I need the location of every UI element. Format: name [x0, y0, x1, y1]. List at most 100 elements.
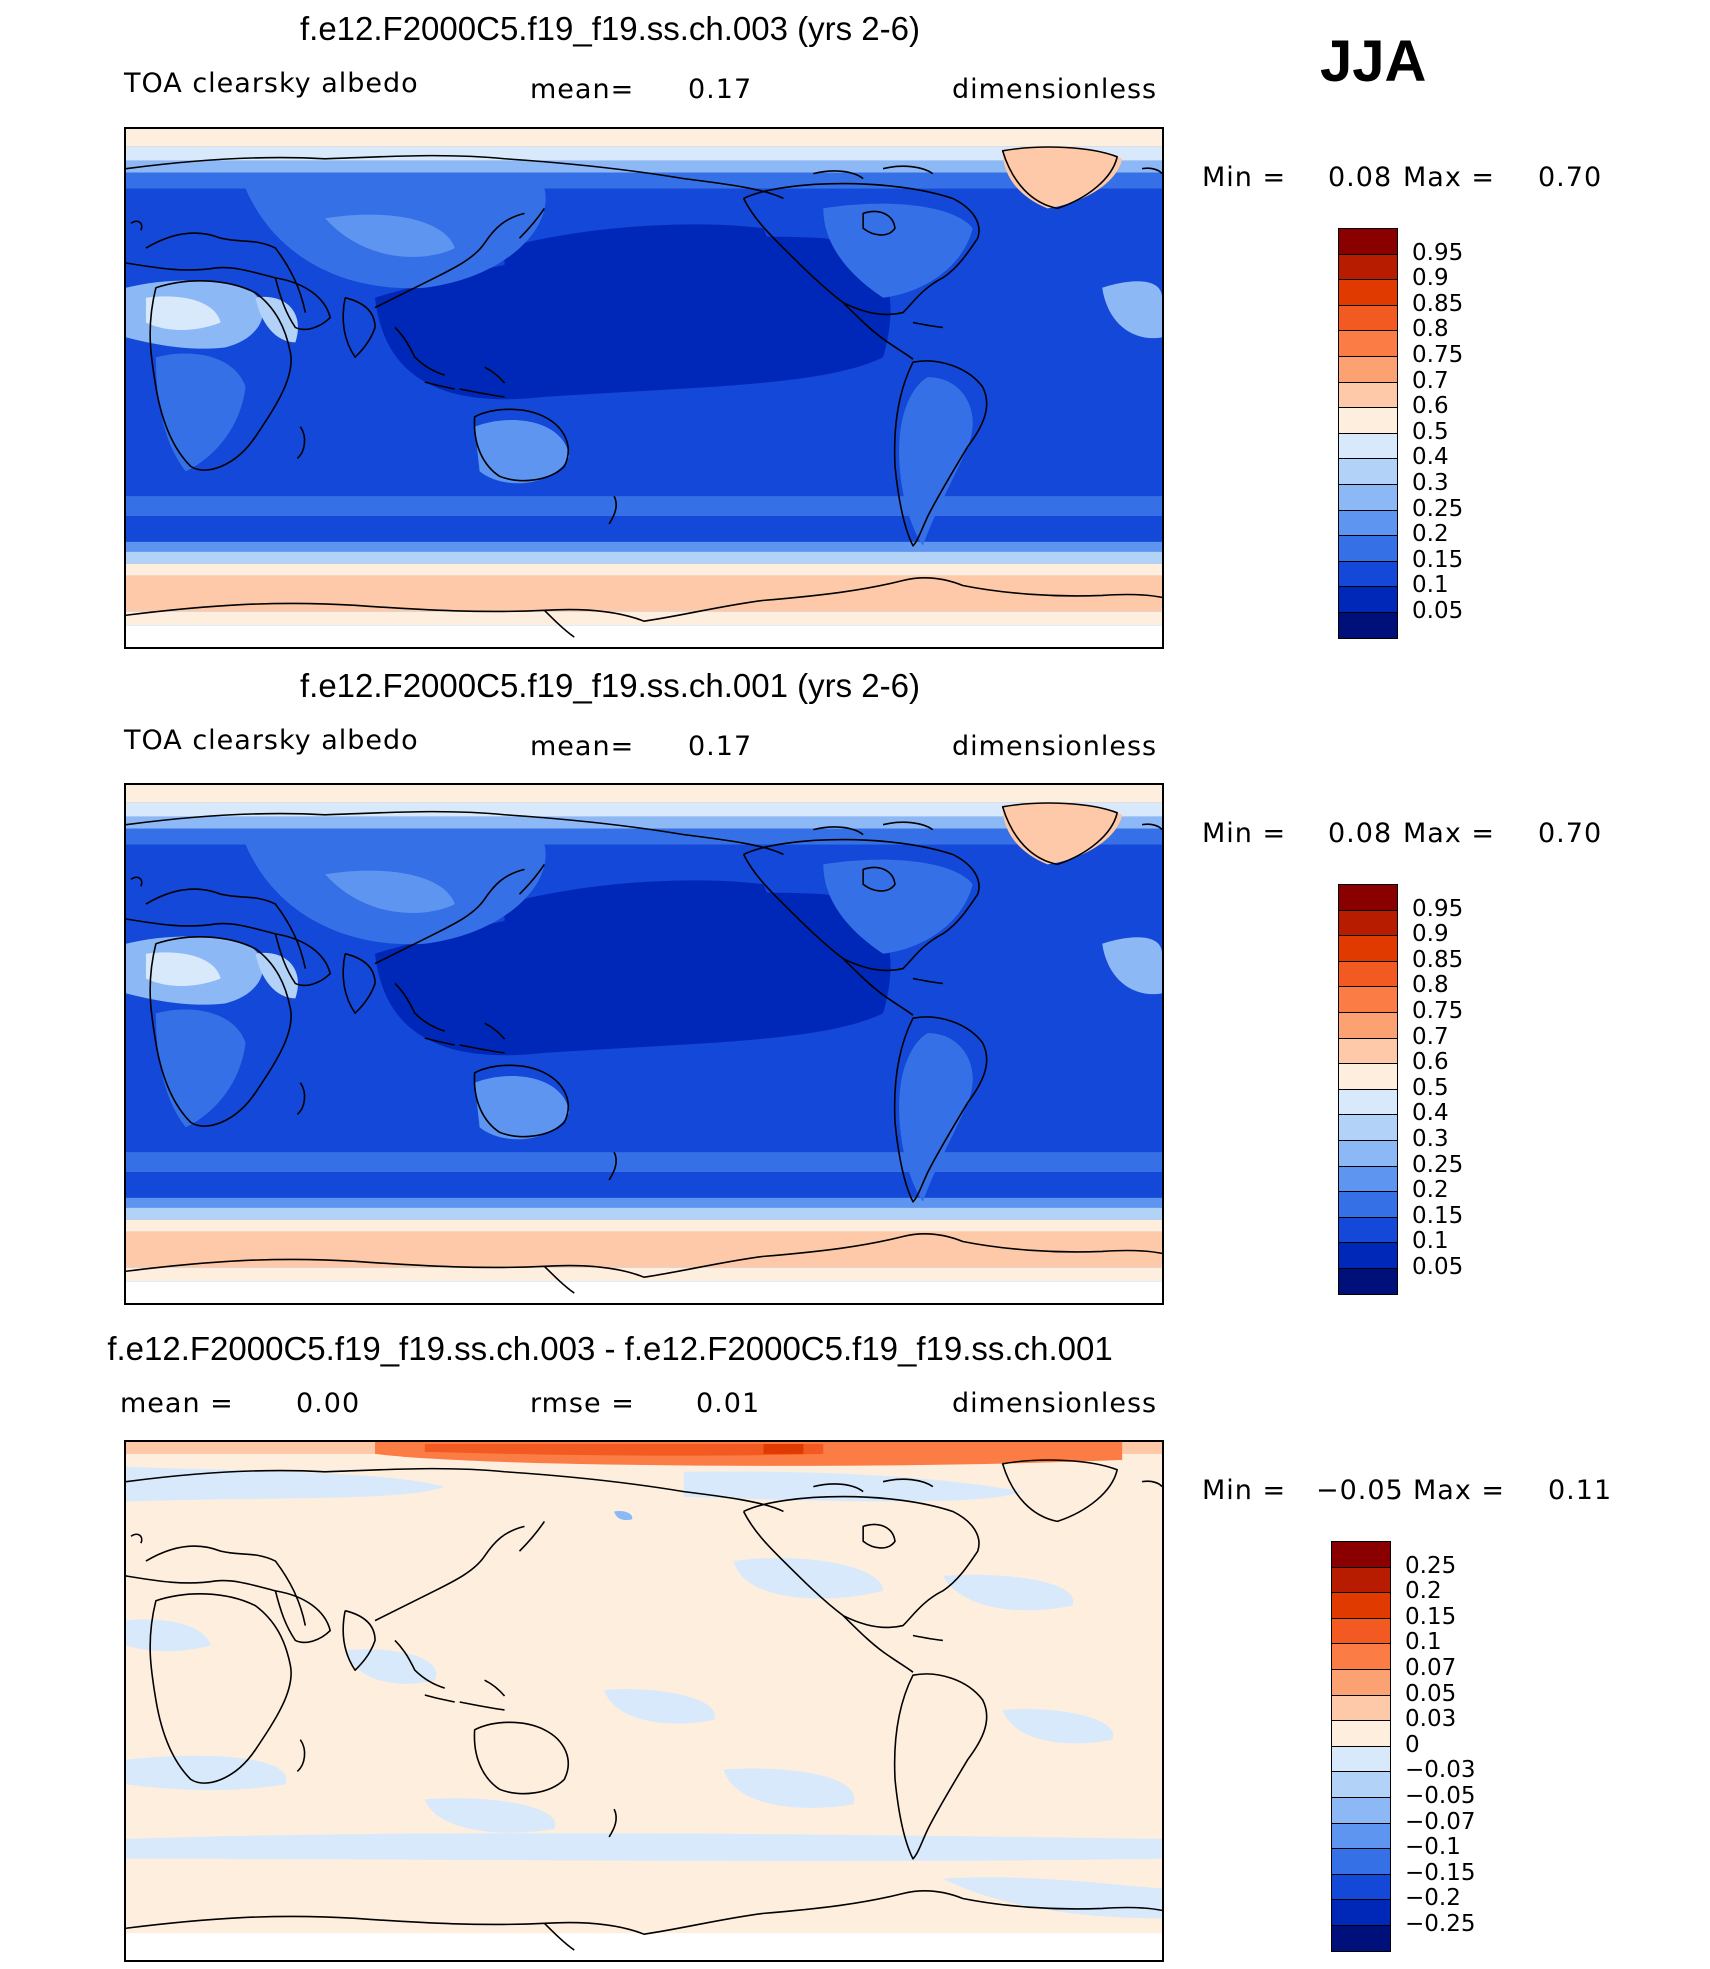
colorbar-label: 0.2	[1405, 1578, 1442, 1605]
colorbar-swatch	[1338, 909, 1398, 937]
colorbar-swatch	[1331, 1566, 1391, 1594]
colorbar-swatch	[1331, 1899, 1391, 1926]
colorbar-swatch	[1338, 586, 1398, 613]
colorbar-swatch	[1331, 1822, 1391, 1850]
colorbar-swatch	[1338, 560, 1398, 588]
panel-3-map-svg	[126, 1442, 1162, 1960]
panel-1-max-label: Max =	[1403, 162, 1496, 193]
colorbar-swatch	[1338, 1165, 1398, 1193]
colorbar-swatch	[1338, 535, 1398, 562]
colorbar-swatch	[1338, 432, 1398, 460]
colorbar-label: 0.15	[1405, 1603, 1457, 1630]
colorbar-label: 0.8	[1412, 316, 1449, 343]
colorbar-swatch	[1331, 1848, 1391, 1875]
colorbar-swatch	[1331, 1541, 1391, 1568]
colorbar-swatch	[1338, 1268, 1398, 1295]
panel-3-min-label: Min =	[1202, 1475, 1287, 1506]
colorbar-swatch	[1331, 1617, 1391, 1645]
colorbar-swatch	[1338, 279, 1398, 306]
panel-3-rmse-value: 0.01	[696, 1388, 761, 1419]
panel-3-max-label: Max =	[1413, 1475, 1506, 1506]
colorbar-swatch	[1338, 1088, 1398, 1116]
colorbar-swatch	[1331, 1925, 1391, 1952]
panel-1-min-label: Min =	[1202, 162, 1287, 193]
panel-2-map-svg	[126, 785, 1162, 1303]
colorbar-label: 0.85	[1412, 290, 1464, 317]
colorbar-swatch	[1338, 935, 1398, 962]
colorbar-label: 0.2	[1412, 1177, 1449, 1204]
colorbar-label: 0.8	[1412, 972, 1449, 999]
colorbar-swatch	[1338, 253, 1398, 281]
panel-1-variable: TOA clearsky albedo	[124, 68, 419, 99]
panel-1-title: f.e12.F2000C5.f19_f19.ss.ch.003 (yrs 2-6…	[299, 10, 920, 47]
colorbar-swatch	[1338, 1114, 1398, 1141]
colorbar-label: 0.75	[1412, 998, 1464, 1024]
colorbar-label: −0.25	[1405, 1911, 1476, 1937]
panel-2-min-label: Min =	[1202, 818, 1287, 849]
panel-2-mean-value: 0.17	[688, 731, 753, 762]
colorbar-swatch	[1331, 1643, 1391, 1670]
colorbar-label: 0.15	[1412, 1202, 1464, 1229]
colorbar-label: 0.6	[1412, 393, 1449, 420]
colorbar-swatch	[1338, 960, 1398, 988]
colorbar-label: 0.07	[1405, 1655, 1457, 1681]
colorbar-swatch	[1338, 304, 1398, 332]
colorbar-label: 0.03	[1405, 1706, 1457, 1733]
panel-1-mean-value: 0.17	[688, 74, 753, 105]
panel-3-rmse-label: rmse =	[530, 1388, 635, 1419]
colorbar-label: 0.5	[1412, 1074, 1449, 1101]
colorbar-swatch	[1338, 1063, 1398, 1090]
panel-1-map	[124, 127, 1164, 649]
colorbar-swatch	[1338, 458, 1398, 485]
colorbar-label: 0.3	[1412, 1126, 1449, 1152]
colorbar-label: 0.95	[1412, 895, 1464, 922]
colorbar-label: −0.1	[1405, 1834, 1461, 1861]
panel-3-units: dimensionless	[952, 1388, 1158, 1419]
colorbar-label: −0.05	[1405, 1783, 1476, 1809]
colorbar-label: 0.25	[1412, 495, 1464, 522]
panel-2-variable: TOA clearsky albedo	[124, 725, 419, 756]
colorbar-label: 0.15	[1412, 546, 1464, 573]
panel-2-map	[124, 783, 1164, 1305]
colorbar-label: 0	[1405, 1731, 1420, 1758]
colorbar-label: 0.7	[1412, 1023, 1449, 1050]
panel-2-max-value: 0.70	[1538, 818, 1603, 849]
colorbar-swatch	[1331, 1873, 1391, 1901]
panel-3-max-value: 0.11	[1548, 1475, 1613, 1506]
season-label: JJA	[1320, 29, 1427, 94]
colorbar-swatch	[1338, 381, 1398, 409]
colorbar-swatch	[1338, 1242, 1398, 1269]
colorbar-swatch	[1331, 1771, 1391, 1798]
colorbar-label: −0.2	[1405, 1885, 1461, 1912]
colorbar-swatch	[1338, 356, 1398, 383]
colorbar-label: 0.25	[1405, 1552, 1457, 1579]
panel-1-map-svg	[126, 129, 1162, 647]
colorbar-label: 0.7	[1412, 367, 1449, 394]
colorbar-swatch	[1338, 1140, 1398, 1167]
colorbar-label: 0.3	[1412, 470, 1449, 496]
colorbar-label: 0.5	[1412, 418, 1449, 445]
colorbar-swatch	[1331, 1694, 1391, 1722]
colorbar-swatch	[1338, 228, 1398, 255]
colorbar-label: 0.1	[1412, 1228, 1449, 1255]
colorbar-label: 0.85	[1412, 946, 1464, 973]
colorbar-swatch	[1338, 612, 1398, 639]
colorbar-label: 0.9	[1412, 921, 1449, 948]
colorbar-label: 0.05	[1412, 1254, 1464, 1280]
colorbar-label: −0.15	[1405, 1859, 1476, 1886]
colorbar-label: 0.9	[1412, 265, 1449, 292]
colorbar-label: 0.05	[1412, 598, 1464, 624]
colorbar-swatch	[1331, 1669, 1391, 1696]
colorbar-label: 0.6	[1412, 1049, 1449, 1076]
colorbar-swatch	[1338, 1037, 1398, 1065]
panel-2-units: dimensionless	[952, 731, 1158, 762]
colorbar-swatch	[1331, 1592, 1391, 1619]
panel-1-min-value: 0.08	[1328, 162, 1393, 193]
panel-2-mean-label: mean=	[530, 731, 635, 762]
colorbar-swatch	[1331, 1797, 1391, 1824]
panel-1-mean-label: mean=	[530, 74, 635, 105]
panel-3-min-value: −0.05	[1316, 1475, 1404, 1506]
colorbar-swatch	[1338, 484, 1398, 511]
colorbar-label: 0.4	[1412, 1100, 1449, 1127]
colorbar-label: 0.05	[1405, 1680, 1457, 1707]
